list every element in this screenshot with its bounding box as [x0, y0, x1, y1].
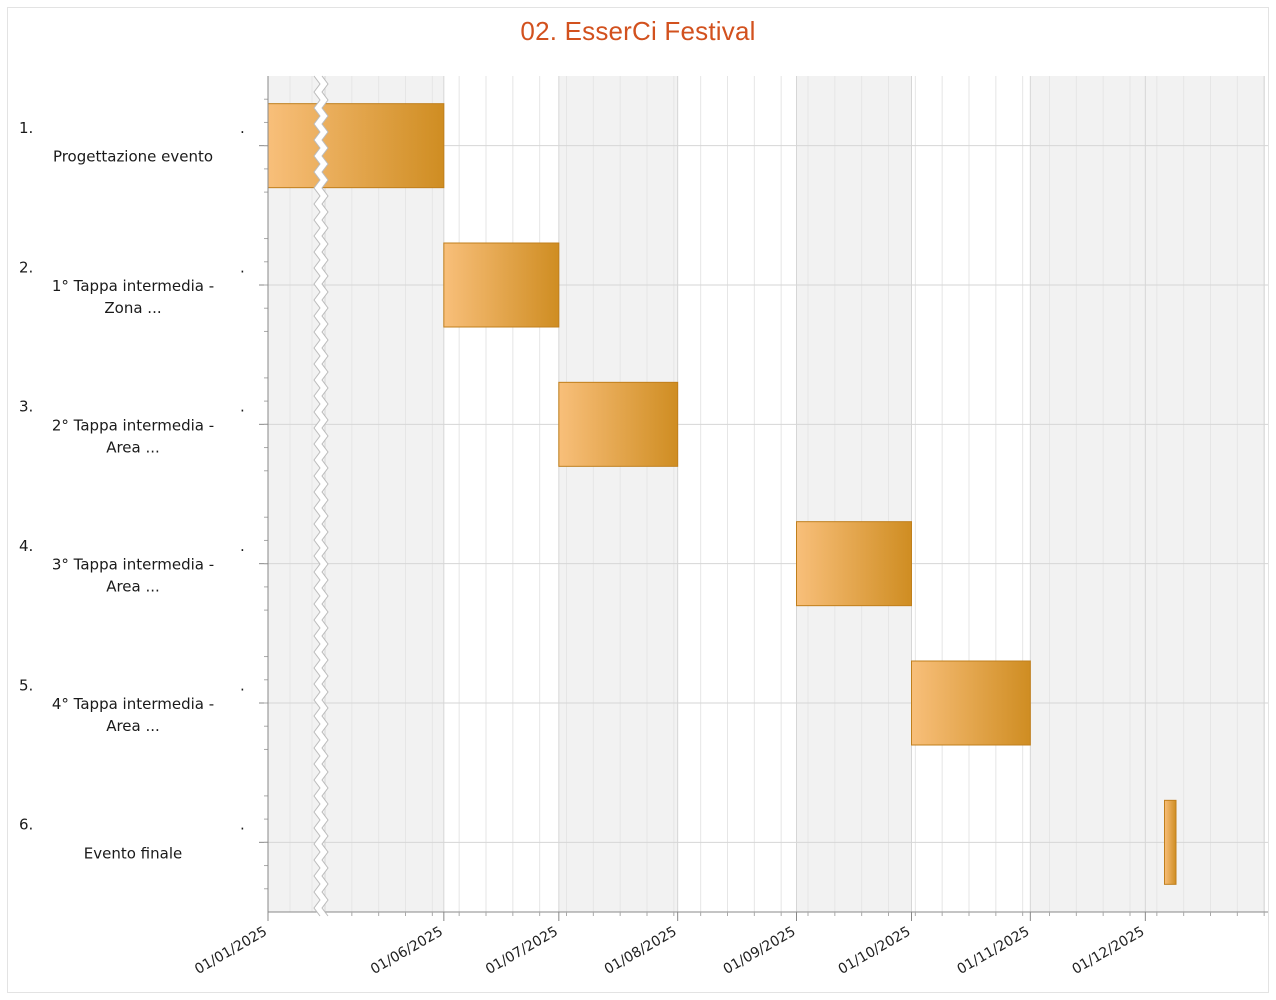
major-gridlines	[324, 76, 1265, 912]
task-number: 4.	[19, 537, 33, 555]
task-number: 5.	[19, 676, 33, 694]
task-bar	[558, 381, 679, 467]
task-number: 3.	[19, 398, 33, 416]
x-tick-label: 01/01/2025	[192, 924, 270, 978]
task-dot: .	[240, 119, 245, 137]
axes	[259, 76, 1268, 921]
month-bands	[268, 76, 1265, 912]
month-band	[1030, 76, 1265, 912]
task-number: 1.	[19, 119, 33, 137]
task-label: Area ...	[106, 438, 160, 456]
axis-break-gap	[314, 76, 328, 916]
axis-break-edge	[313, 75, 321, 917]
task-bar	[1164, 799, 1177, 885]
month-band	[268, 76, 444, 912]
task-bar	[911, 660, 1031, 746]
x-tick-label: 01/09/2025	[721, 924, 799, 978]
task-number: 2.	[19, 258, 33, 276]
x-tick-label: 01/06/2025	[368, 924, 446, 978]
x-tick-label: 01/07/2025	[483, 924, 561, 978]
task-number: 6.	[19, 816, 33, 834]
month-band	[558, 76, 678, 912]
task-label: Evento finale	[84, 844, 182, 862]
chart-title: 02. EsserCi Festival	[520, 16, 756, 46]
task-labels: 1. . Progettazione evento 2. . 1° Tappa inter…	[19, 119, 245, 862]
task-label: 1° Tappa intermedia -	[52, 277, 214, 295]
x-tick-label: 01/08/2025	[602, 924, 680, 978]
task-label: 2° Tappa intermedia -	[52, 416, 214, 434]
task-label: Area ...	[106, 717, 160, 735]
task-bars	[267, 103, 1177, 885]
x-tick-label: 01/10/2025	[836, 924, 914, 978]
x-tick-label: 01/11/2025	[954, 924, 1032, 978]
task-dot: .	[240, 537, 245, 555]
x-tick-labels: 01/01/2025 01/06/2025 01/07/2025 01/08/2025…	[192, 924, 1147, 978]
task-dot: .	[240, 816, 245, 834]
task-bar	[267, 103, 445, 189]
axis-break-edge	[321, 75, 329, 917]
task-dot: .	[240, 676, 245, 694]
task-bar	[796, 521, 912, 607]
month-band	[796, 76, 912, 912]
row-gridlines	[268, 145, 1268, 843]
task-label: Area ...	[106, 578, 160, 596]
axis-break	[313, 75, 329, 917]
x-tick-label: 01/12/2025	[1069, 924, 1147, 978]
task-label: Zona ...	[104, 299, 161, 317]
minor-gridlines	[289, 76, 1265, 912]
task-label: 4° Tappa intermedia -	[52, 695, 214, 713]
task-dot: .	[240, 258, 245, 276]
task-dot: .	[240, 398, 245, 416]
task-bar	[443, 242, 560, 328]
task-label: 3° Tappa intermedia -	[52, 556, 214, 574]
task-label: Progettazione evento	[53, 148, 213, 166]
